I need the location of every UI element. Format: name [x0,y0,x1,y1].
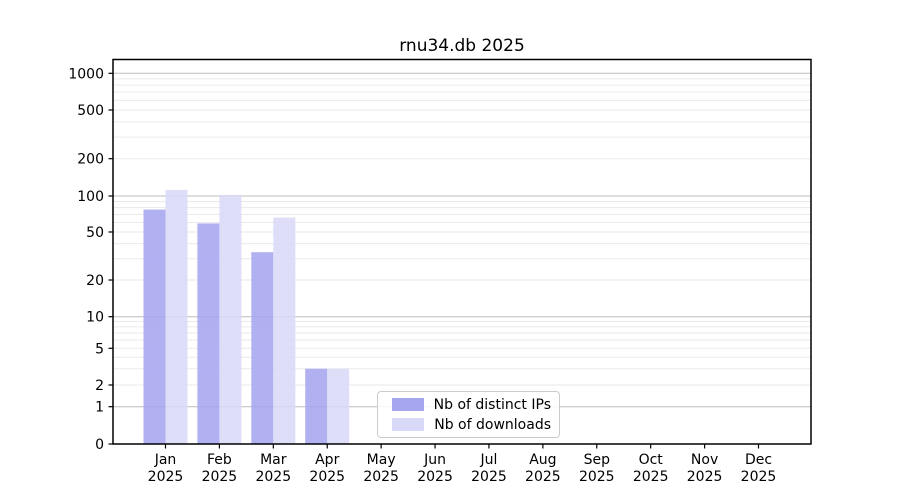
bar-downloads [327,368,350,444]
bar-distinct-ips [251,252,274,444]
bar-distinct-ips [143,209,166,444]
legend-swatch-downloads [392,418,425,431]
y-tick-label: 50 [86,225,104,241]
legend-item-distinct-ips: Nb of distinct IPs [386,397,551,413]
legend-swatch-distinct-ips [392,398,424,411]
y-tick-label: 100 [77,189,104,205]
x-tick-label-year: 2025 [687,469,723,485]
x-tick-label-year: 2025 [202,469,238,485]
bar-downloads [219,194,242,444]
x-tick-label-month: Sep [584,452,611,468]
y-tick-label: 5 [95,341,104,357]
x-tick-label-year: 2025 [417,469,453,485]
legend-item-downloads: Nb of downloads [386,417,551,433]
x-tick-label-year: 2025 [309,469,345,485]
x-tick-label-year: 2025 [741,469,777,485]
x-tick-label-month: Jan [154,452,177,468]
y-tick-label: 20 [86,273,104,289]
y-tick-label: 500 [77,103,104,119]
x-tick-label-month: Feb [207,452,232,468]
x-tick-label-month: Apr [315,452,339,468]
y-tick-label: 0 [95,437,104,453]
y-tick-label: 1000 [68,66,104,82]
x-tick-label-year: 2025 [579,469,615,485]
x-tick-label-year: 2025 [525,469,561,485]
legend-label-downloads: Nb of downloads [434,416,551,433]
chart-title: rnu34.db 2025 [399,36,525,56]
y-tick-label: 200 [77,152,104,168]
x-tick-label-month: Dec [745,452,772,468]
y-tick-label: 2 [95,378,104,394]
x-tick-label-month: Nov [691,452,718,468]
bar-downloads [165,189,188,444]
x-tick-label-year: 2025 [148,469,184,485]
x-tick-label-year: 2025 [471,469,507,485]
bar-downloads [273,217,296,444]
bar-distinct-ips [305,368,328,444]
x-tick-label-month: Oct [639,452,664,468]
x-tick-label-month: Aug [529,452,556,468]
y-tick-label: 10 [86,310,104,326]
x-tick-label-month: Jul [480,452,498,468]
x-tick-label-month: Mar [260,452,287,468]
axes-frame [112,58,812,445]
x-tick-label-month: Jun [423,452,446,468]
bar-distinct-ips [197,223,220,444]
y-tick-label: 1 [95,400,104,416]
legend-label-distinct-ips: Nb of distinct IPs [433,396,551,413]
x-tick-label-year: 2025 [363,469,399,485]
legend: Nb of distinct IPs Nb of downloads [377,391,560,438]
x-tick-label-year: 2025 [633,469,669,485]
x-tick-label-year: 2025 [255,469,291,485]
x-tick-label-month: May [367,452,396,468]
